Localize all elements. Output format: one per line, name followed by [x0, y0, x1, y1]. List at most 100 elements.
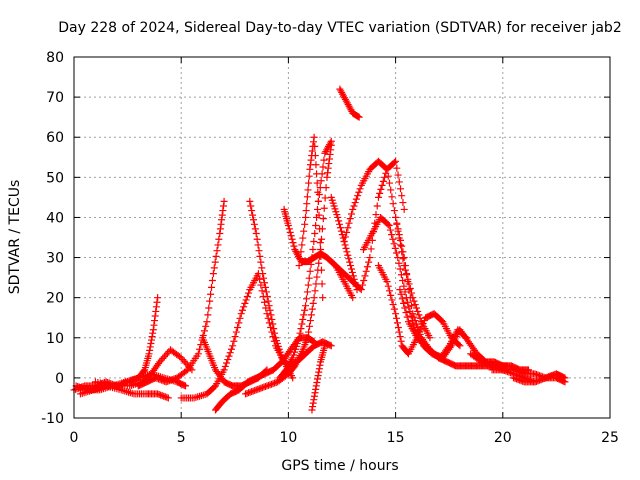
data-point	[237, 310, 245, 318]
data-point	[219, 202, 227, 210]
data-point	[398, 192, 406, 200]
series-sat-r	[340, 157, 434, 342]
y-tick-label: 60	[46, 130, 64, 146]
data-point	[150, 321, 158, 329]
data-point	[359, 281, 367, 289]
data-point	[319, 294, 327, 302]
data-point	[399, 199, 407, 207]
data-point	[384, 172, 392, 180]
data-point	[392, 310, 400, 318]
series-sat-y	[510, 370, 567, 386]
data-point	[151, 317, 159, 325]
series-sat-m	[295, 133, 327, 302]
data-point	[306, 322, 314, 330]
data-point	[302, 213, 310, 221]
data-point	[392, 213, 400, 221]
data-point	[401, 288, 409, 296]
data-point	[312, 280, 320, 288]
data-point	[397, 185, 405, 193]
data-point	[317, 252, 325, 260]
data-point	[344, 251, 352, 259]
data-point	[152, 303, 160, 311]
data-point	[327, 137, 335, 145]
data-point	[345, 219, 353, 227]
data-point	[302, 207, 310, 215]
data-point	[153, 298, 161, 306]
data-point	[317, 235, 325, 243]
series-sat-e	[134, 197, 228, 390]
data-point	[314, 372, 322, 380]
data-point	[388, 296, 396, 304]
data-point	[397, 271, 405, 279]
data-point	[238, 306, 246, 314]
data-point	[308, 305, 316, 313]
data-point	[297, 325, 305, 333]
data-point	[302, 302, 310, 310]
data-point	[397, 290, 405, 298]
data-point	[223, 359, 231, 367]
data-point	[385, 221, 393, 229]
data-point	[398, 295, 406, 303]
data-point	[263, 293, 271, 301]
data-point	[306, 165, 314, 173]
data-point	[325, 160, 333, 168]
data-point	[263, 310, 271, 318]
data-point	[405, 286, 413, 294]
data-point	[395, 231, 403, 239]
data-point	[289, 374, 297, 382]
data-point	[350, 202, 358, 210]
data-point	[399, 255, 407, 263]
data-point	[349, 294, 357, 302]
data-point	[265, 302, 273, 310]
data-point	[194, 350, 202, 358]
data-point	[397, 337, 405, 345]
data-point	[382, 164, 390, 172]
data-point	[316, 225, 324, 233]
data-point	[393, 319, 401, 327]
y-axis-label: SDTVAR / TECUs	[7, 180, 23, 295]
data-point	[306, 267, 314, 275]
data-point	[476, 357, 484, 365]
data-point	[314, 188, 322, 196]
data-point	[308, 254, 316, 262]
data-point	[160, 353, 168, 361]
data-point	[312, 161, 320, 169]
y-tick-label: 70	[46, 90, 64, 106]
data-point	[313, 375, 321, 383]
data-point	[396, 286, 404, 294]
data-point	[327, 342, 335, 350]
data-point	[303, 193, 311, 201]
data-point	[162, 351, 170, 359]
data-point	[308, 406, 316, 414]
data-point	[232, 328, 240, 336]
data-point	[394, 225, 402, 233]
data-point	[321, 342, 329, 350]
data-point	[391, 244, 399, 252]
data-point	[202, 322, 210, 330]
data-point	[208, 283, 216, 291]
data-point	[404, 278, 412, 286]
data-point	[261, 279, 269, 287]
data-point	[296, 329, 304, 337]
data-point	[284, 221, 292, 229]
data-point	[315, 259, 323, 267]
data-point	[296, 352, 304, 360]
data-point	[400, 299, 408, 307]
data-point	[411, 301, 419, 309]
series-sat-n	[308, 342, 329, 414]
data-point	[399, 276, 407, 284]
data-point	[317, 177, 325, 185]
data-point	[164, 394, 172, 402]
data-point	[394, 171, 402, 179]
data-point	[261, 283, 269, 291]
data-point	[300, 311, 308, 319]
data-point	[196, 345, 204, 353]
data-point	[406, 284, 414, 292]
data-point	[316, 361, 324, 369]
data-point	[410, 313, 418, 321]
data-point	[216, 225, 224, 233]
data-point	[205, 304, 213, 312]
data-point	[315, 211, 323, 219]
data-point	[257, 258, 265, 266]
